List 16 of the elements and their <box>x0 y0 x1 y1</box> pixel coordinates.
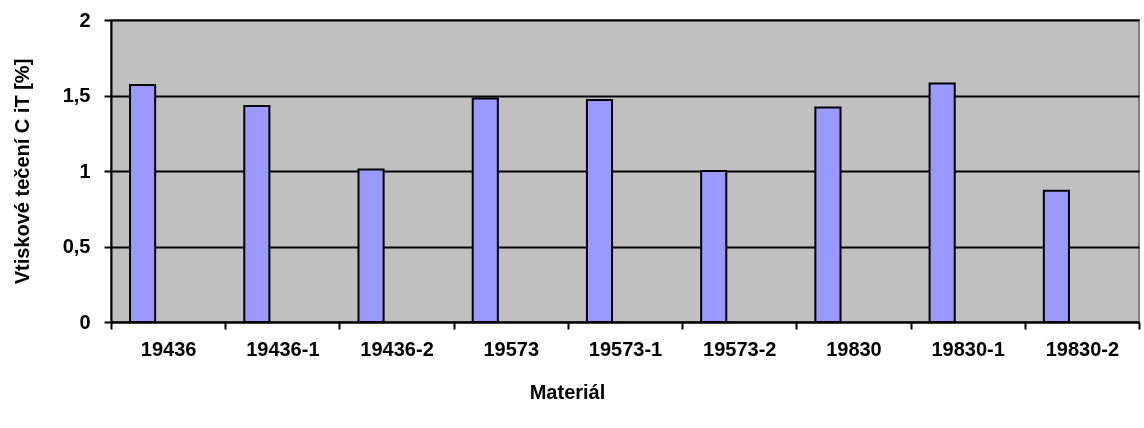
x-tick-label: 19573-2 <box>703 337 777 360</box>
x-tick-label: 19830 <box>826 337 882 360</box>
y-tick-label: 0 <box>79 310 91 333</box>
x-tick-label: 19436-1 <box>246 337 320 360</box>
x-tick-label: 19573 <box>483 337 540 360</box>
y-tick-label: 2 <box>79 8 91 31</box>
y-tick-label: 1 <box>79 159 91 182</box>
x-axis-title: Materiál <box>529 380 606 403</box>
x-tick-label: 19830-1 <box>931 337 1005 360</box>
x-tick-label: 19436 <box>140 337 197 360</box>
x-tick-label: 19830-2 <box>1045 337 1120 360</box>
y-axis-title: Vtiskové tečení C iT [%] <box>10 58 33 285</box>
y-tick-label: 0,5 <box>62 235 91 257</box>
x-tick-label: 19436-2 <box>360 337 434 360</box>
y-tick-label: 1,5 <box>62 84 91 106</box>
x-tick-label: 19573-1 <box>588 337 663 360</box>
